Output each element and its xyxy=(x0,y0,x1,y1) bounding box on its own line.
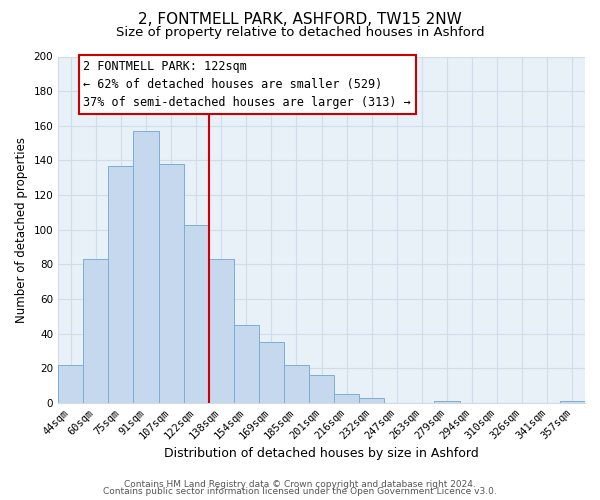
Y-axis label: Number of detached properties: Number of detached properties xyxy=(15,136,28,322)
Text: Contains HM Land Registry data © Crown copyright and database right 2024.: Contains HM Land Registry data © Crown c… xyxy=(124,480,476,489)
Bar xyxy=(58,365,83,403)
Text: Size of property relative to detached houses in Ashford: Size of property relative to detached ho… xyxy=(116,26,484,39)
Bar xyxy=(259,342,284,403)
Text: 2 FONTMELL PARK: 122sqm
← 62% of detached houses are smaller (529)
37% of semi-d: 2 FONTMELL PARK: 122sqm ← 62% of detache… xyxy=(83,60,411,109)
Text: 2, FONTMELL PARK, ASHFORD, TW15 2NW: 2, FONTMELL PARK, ASHFORD, TW15 2NW xyxy=(138,12,462,28)
Bar xyxy=(83,259,109,403)
Bar xyxy=(560,402,585,403)
Bar xyxy=(109,166,133,403)
Bar xyxy=(334,394,359,403)
Bar xyxy=(284,365,309,403)
Bar xyxy=(158,164,184,403)
Bar xyxy=(133,131,158,403)
Bar xyxy=(434,402,460,403)
Bar xyxy=(184,224,209,403)
Bar xyxy=(234,325,259,403)
Text: Contains public sector information licensed under the Open Government Licence v3: Contains public sector information licen… xyxy=(103,487,497,496)
Bar xyxy=(309,376,334,403)
X-axis label: Distribution of detached houses by size in Ashford: Distribution of detached houses by size … xyxy=(164,447,479,460)
Bar xyxy=(209,259,234,403)
Bar xyxy=(359,398,385,403)
